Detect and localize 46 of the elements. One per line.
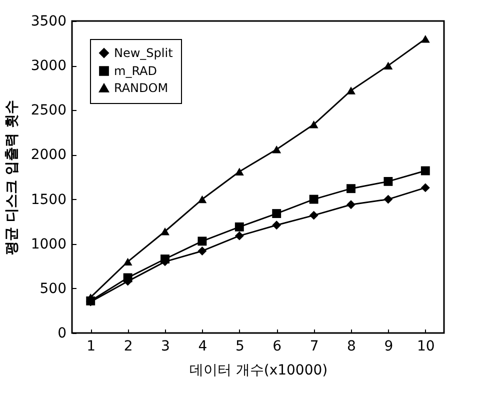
x-axis-title: 데이터 개수(x10000) [189, 362, 328, 378]
point [198, 236, 207, 246]
point [272, 145, 282, 154]
x-tick-label: 10 [416, 338, 435, 354]
point [272, 220, 282, 230]
x-tick-label: 1 [86, 338, 96, 354]
x-tick-label: 3 [161, 338, 170, 354]
x-tick-label: 5 [235, 338, 244, 354]
point [346, 200, 356, 210]
point [384, 176, 393, 186]
point [160, 228, 170, 236]
y-tick-label: 1500 [30, 192, 66, 208]
point [198, 195, 207, 204]
point [346, 86, 356, 94]
point [272, 209, 282, 218]
point [234, 168, 244, 176]
point [309, 210, 318, 220]
y-tick-label: 2500 [30, 102, 66, 119]
y-tick-label: 1000 [30, 236, 66, 252]
y-tick-label: 3500 [30, 14, 66, 30]
y-tick-label: 0 [58, 326, 66, 342]
point [234, 222, 244, 232]
y-axis-title: 평균 디스크 입출력 횟수 [4, 100, 20, 255]
point [123, 258, 132, 266]
legend-label: RANDOM [114, 81, 168, 95]
y-tick-label: 3000 [30, 58, 66, 74]
x-tick-label: 7 [310, 338, 319, 354]
legend-label: m_RAD [114, 64, 157, 78]
y-tick-label: 2000 [30, 147, 66, 164]
x-tick-label: 2 [124, 338, 133, 354]
y-tick-label: 500 [40, 280, 66, 297]
x-tick-label: 4 [198, 338, 208, 354]
point [309, 194, 318, 204]
point [234, 231, 244, 240]
point [346, 184, 356, 194]
point [198, 246, 207, 256]
point [420, 183, 430, 192]
point [384, 194, 393, 204]
point [420, 166, 430, 176]
point [384, 62, 393, 70]
x-tick-label: 8 [347, 338, 356, 354]
x-tick-label: 6 [272, 338, 282, 354]
point [420, 34, 430, 43]
legend-label: New_Split [114, 46, 174, 60]
x-tick-label: 9 [384, 338, 394, 354]
point [309, 120, 318, 128]
